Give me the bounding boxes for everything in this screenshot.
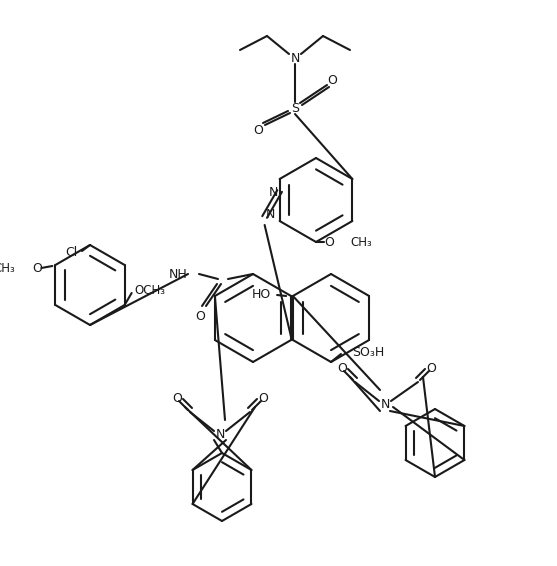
Text: SO₃H: SO₃H (352, 345, 384, 358)
Text: O: O (32, 261, 42, 275)
Text: O: O (327, 74, 337, 87)
Text: N: N (290, 52, 300, 65)
Text: O: O (258, 392, 268, 405)
Text: CH₃: CH₃ (0, 261, 16, 275)
Text: N: N (380, 398, 390, 411)
Text: CH₃: CH₃ (350, 235, 372, 248)
Text: N: N (269, 187, 278, 199)
Text: N: N (266, 208, 275, 221)
Text: O: O (324, 235, 334, 248)
Text: O: O (195, 311, 205, 324)
Text: S: S (291, 101, 299, 114)
Text: O: O (172, 392, 182, 405)
Text: O: O (253, 123, 263, 136)
Text: NH: NH (169, 268, 188, 281)
Text: O: O (337, 362, 347, 375)
Text: OCH₃: OCH₃ (135, 284, 165, 297)
Text: N: N (216, 428, 224, 441)
Text: Cl: Cl (66, 247, 78, 259)
Text: HO: HO (252, 288, 271, 301)
Text: O: O (426, 362, 436, 375)
